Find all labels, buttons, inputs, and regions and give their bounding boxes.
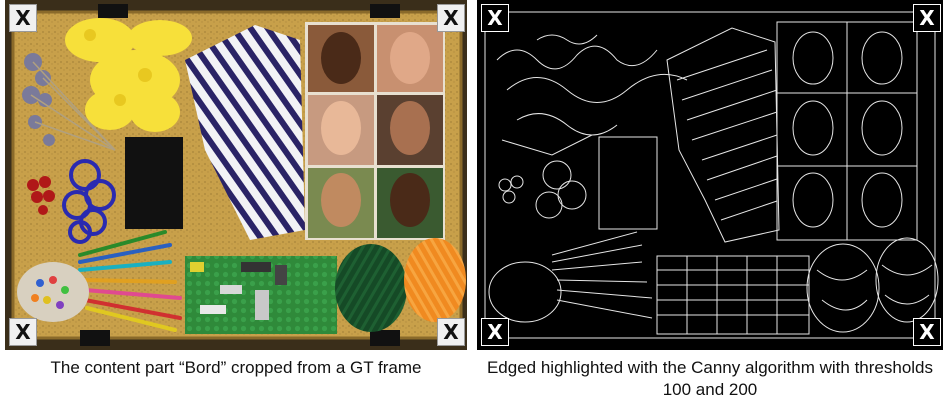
corner-marker-top-right: X [437,4,465,32]
edge-corner-marker-top-right: X [913,4,941,32]
corner-marker-top-left: X [9,4,37,32]
left-image-caption: The content part “Bord” cropped from a G… [50,358,422,377]
edge-corner-marker-top-left: X [481,4,509,32]
gt-frame-photo: X X X X [5,0,467,350]
edge-illustration [477,0,943,350]
board-photo-illustration [5,0,467,350]
right-image-caption: Edged highlighted with the Canny algorit… [486,358,934,399]
corner-marker-bottom-right: X [437,318,465,346]
edge-corner-marker-bottom-right: X [913,318,941,346]
edge-corner-marker-bottom-left: X [481,318,509,346]
corner-marker-bottom-left: X [9,318,37,346]
canny-edge-image: X X X X [477,0,943,350]
